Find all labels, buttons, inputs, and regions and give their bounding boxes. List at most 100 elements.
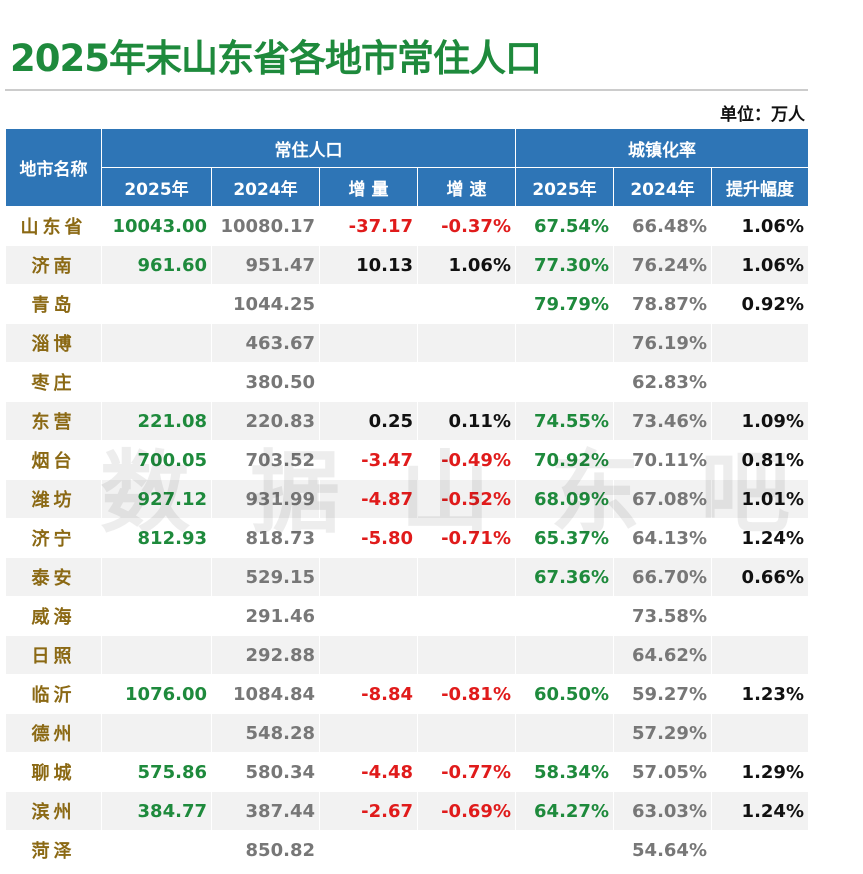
value-cell: 1.24% — [711, 791, 809, 831]
value-cell — [711, 713, 809, 753]
value-cell: 64.27% — [515, 791, 614, 831]
value-cell: 65.37% — [515, 518, 614, 558]
value-cell — [417, 713, 516, 753]
value-cell: -8.84 — [319, 674, 418, 714]
divider — [5, 89, 808, 91]
value-cell: 1.23% — [711, 674, 809, 714]
value-cell: 1.29% — [711, 752, 809, 792]
value-cell: 220.83 — [211, 401, 320, 441]
data-row: 威海 291.46 73.58% — [5, 596, 809, 636]
data-row: 山东省 10043.00 10080.17 -37.17 -0.37% 67.54% 66.… — [5, 206, 809, 246]
value-cell — [417, 596, 516, 636]
value-cell: 67.36% — [515, 557, 614, 597]
value-cell: 1044.25 — [211, 284, 320, 324]
value-cell: 67.54% — [515, 206, 614, 246]
header-group: 常住人口 — [101, 128, 516, 168]
region-name: 潍坊 — [5, 479, 102, 519]
value-cell: 384.77 — [101, 791, 212, 831]
header-cell: 增 量 — [319, 167, 418, 207]
header-cell: 地市名称 — [5, 128, 102, 207]
value-cell: 0.92% — [711, 284, 809, 324]
value-cell: 1.06% — [711, 245, 809, 285]
value-cell — [515, 596, 614, 636]
value-cell: 57.29% — [613, 713, 712, 753]
value-cell: 0.81% — [711, 440, 809, 480]
value-cell — [417, 635, 516, 675]
value-cell: 221.08 — [101, 401, 212, 441]
value-cell: 77.30% — [515, 245, 614, 285]
value-cell — [417, 557, 516, 597]
region-name: 德州 — [5, 713, 102, 753]
value-cell: 291.46 — [211, 596, 320, 636]
value-cell: 703.52 — [211, 440, 320, 480]
data-row: 泰安 529.15 67.36% 66.70% 0.66% — [5, 557, 809, 597]
value-cell: -37.17 — [319, 206, 418, 246]
region-name: 济宁 — [5, 518, 102, 558]
region-name: 烟台 — [5, 440, 102, 480]
value-cell: 529.15 — [211, 557, 320, 597]
value-cell: 10043.00 — [101, 206, 212, 246]
region-name: 菏泽 — [5, 830, 102, 870]
data-row: 青岛 1044.25 79.79% 78.87% 0.92% — [5, 284, 809, 324]
value-cell: 10.13 — [319, 245, 418, 285]
header-cell: 2024年 — [613, 167, 712, 207]
value-cell: -0.77% — [417, 752, 516, 792]
value-cell — [711, 635, 809, 675]
value-cell — [711, 830, 809, 870]
value-cell: -0.81% — [417, 674, 516, 714]
value-cell — [417, 830, 516, 870]
value-cell: 575.86 — [101, 752, 212, 792]
value-cell: 64.13% — [613, 518, 712, 558]
data-row: 济宁 812.93 818.73 -5.80 -0.71% 65.37% 64.13% 1.2… — [5, 518, 809, 558]
data-row: 菏泽 850.82 54.64% — [5, 830, 809, 870]
value-cell: 63.03% — [613, 791, 712, 831]
value-cell: 76.24% — [613, 245, 712, 285]
data-row: 聊城 575.86 580.34 -4.48 -0.77% 58.34% 57.05% 1.2… — [5, 752, 809, 792]
value-cell — [101, 362, 212, 402]
data-row: 德州 548.28 57.29% — [5, 713, 809, 753]
value-cell — [711, 362, 809, 402]
value-cell — [101, 323, 212, 363]
value-cell — [101, 596, 212, 636]
region-name: 威海 — [5, 596, 102, 636]
value-cell — [515, 635, 614, 675]
header-cell: 2024年 — [211, 167, 320, 207]
value-cell: 380.50 — [211, 362, 320, 402]
header-cell: 提升幅度 — [711, 167, 809, 207]
title: 2025年末山东省各地市常住人口 — [10, 37, 542, 80]
header-cell: 2025年 — [101, 167, 212, 207]
value-cell: -0.71% — [417, 518, 516, 558]
value-cell — [417, 362, 516, 402]
region-name: 济南 — [5, 245, 102, 285]
region-name: 聊城 — [5, 752, 102, 792]
value-cell — [515, 830, 614, 870]
value-cell: 62.83% — [613, 362, 712, 402]
header-cell: 2025年 — [515, 167, 614, 207]
value-cell: 58.34% — [515, 752, 614, 792]
data-row: 潍坊 927.12 931.99 -4.87 -0.52% 68.09% 67.08% 1.0… — [5, 479, 809, 519]
value-cell: 951.47 — [211, 245, 320, 285]
value-cell: 812.93 — [101, 518, 212, 558]
value-cell: 1076.00 — [101, 674, 212, 714]
header-row: 地市名称 常住人口 城镇化率 — [5, 128, 809, 207]
data-row: 枣庄 380.50 62.83% — [5, 362, 809, 402]
data-row: 日照 292.88 64.62% — [5, 635, 809, 675]
region-name: 滨州 — [5, 791, 102, 831]
value-cell: 10080.17 — [211, 206, 320, 246]
value-cell — [515, 713, 614, 753]
data-row: 济南 961.60 951.47 10.13 1.06% 77.30% 76.24% 1.06… — [5, 245, 809, 285]
value-cell — [319, 635, 418, 675]
region-name: 东营 — [5, 401, 102, 441]
value-cell: 73.58% — [613, 596, 712, 636]
value-cell: 927.12 — [101, 479, 212, 519]
value-cell: 0.11% — [417, 401, 516, 441]
value-cell: 59.27% — [613, 674, 712, 714]
region-name: 临沂 — [5, 674, 102, 714]
value-cell: 1.01% — [711, 479, 809, 519]
value-cell — [417, 284, 516, 324]
value-cell: 78.87% — [613, 284, 712, 324]
value-cell — [711, 596, 809, 636]
region-name: 淄博 — [5, 323, 102, 363]
value-cell: -2.67 — [319, 791, 418, 831]
